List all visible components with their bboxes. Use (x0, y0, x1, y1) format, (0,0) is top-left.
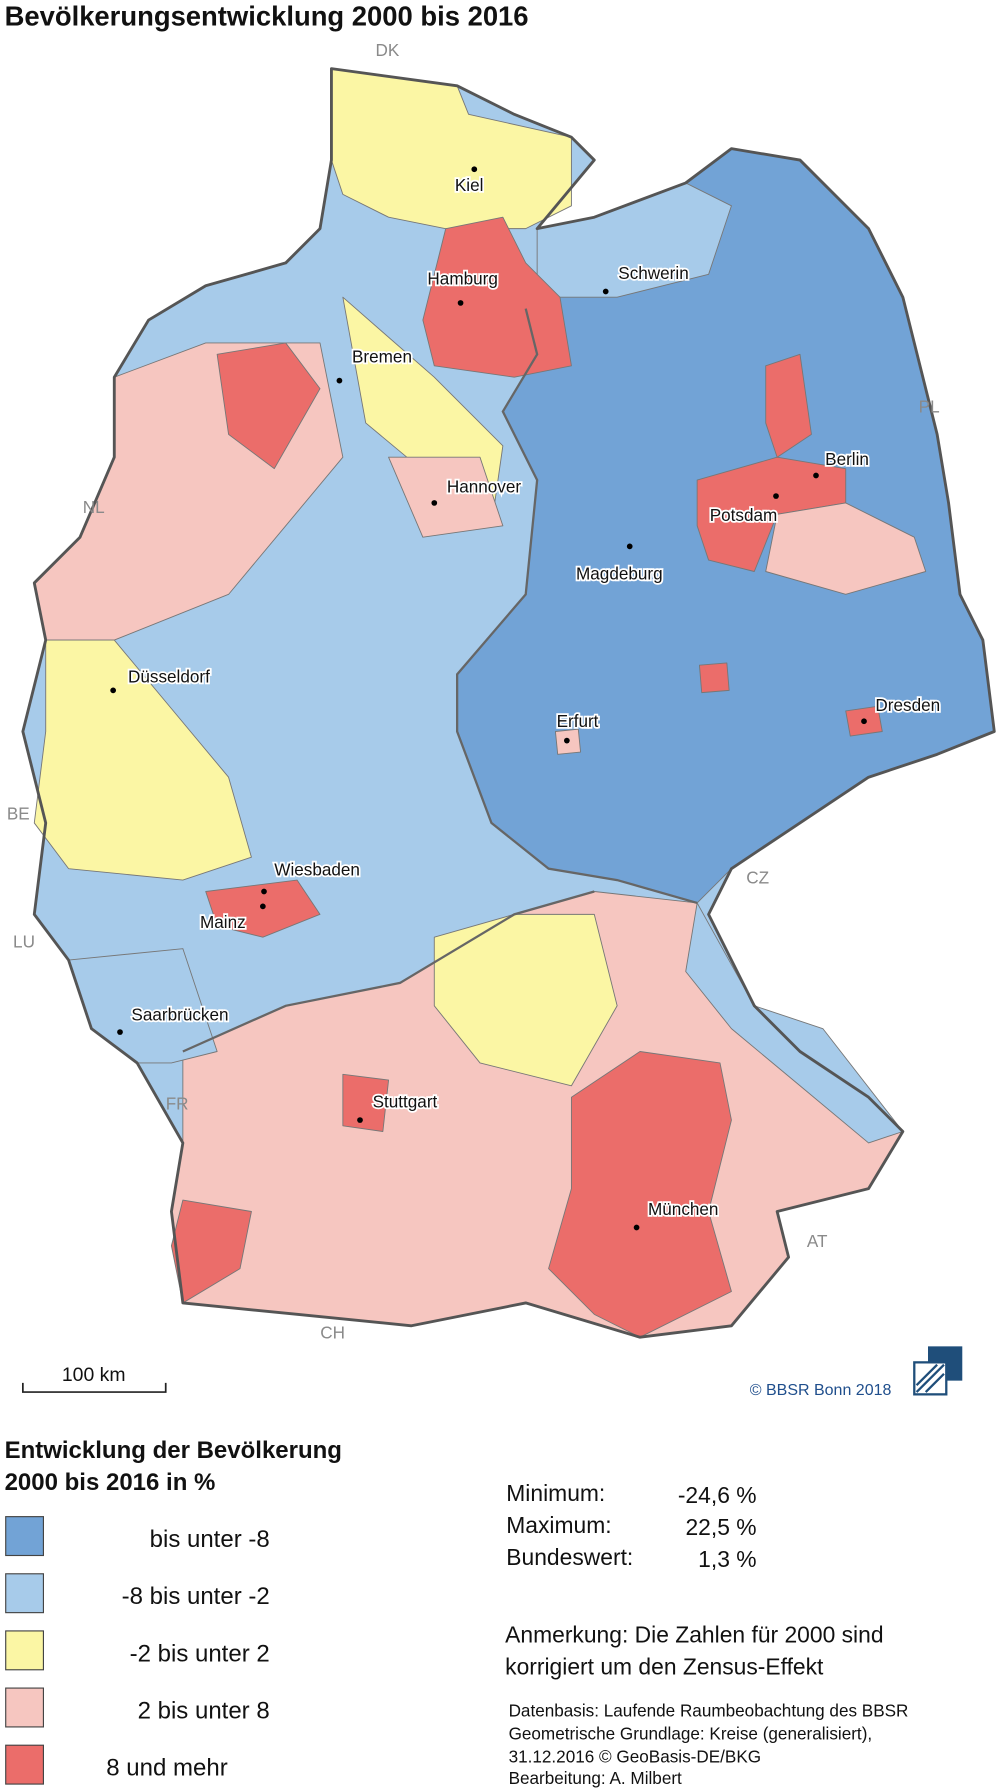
region-munich (548, 1051, 732, 1338)
region-brandenburg-north (765, 353, 812, 458)
note: Anmerkung: Die Zahlen für 2000 sind (505, 1622, 883, 1648)
region-rhine (33, 639, 252, 881)
stat-label: Maximum: (506, 1512, 611, 1538)
city-label: Wiesbaden (274, 859, 360, 879)
city-label: Potsdam (710, 505, 778, 525)
country-label: DK (376, 40, 400, 60)
city-dot (336, 377, 343, 384)
legend-label: -2 bis unter 2 (130, 1640, 270, 1667)
title: Bevölkerungsentwicklung 2000 bis 2016 (5, 1, 529, 32)
city-dot (261, 888, 267, 895)
scale-label: 100 km (62, 1364, 126, 1386)
city-dot (357, 1117, 363, 1123)
city-label: Erfurt (557, 711, 599, 731)
city-label: Berlin (825, 449, 869, 469)
source: 31.12.2016 © GeoBasis-DE/BKG (509, 1746, 762, 1766)
city-dot (471, 166, 478, 173)
region-schleswig (330, 68, 572, 230)
legend-label: -8 bis unter -2 (122, 1583, 270, 1610)
country-label: FR (166, 1094, 189, 1114)
city-dot (813, 472, 819, 479)
note: korrigiert um den Zensus-Effekt (505, 1654, 824, 1680)
legend-label: bis unter -8 (150, 1526, 270, 1553)
city-dot (110, 687, 116, 694)
city-label: Stuttgart (373, 1091, 438, 1111)
country-label: PL (919, 397, 940, 417)
city-label: Hannover (447, 477, 522, 497)
legend-title: Entwicklung der Bevölkerung (5, 1437, 342, 1464)
country-label: LU (13, 931, 35, 951)
city-label: Magdeburg (576, 563, 663, 583)
region-emsland (216, 342, 321, 470)
city-dot (117, 1029, 123, 1035)
city-label: Schwerin (618, 263, 688, 283)
region-hannover (388, 456, 504, 538)
stat-value: 1,3 % (698, 1546, 756, 1572)
city-label: Bremen (352, 346, 412, 366)
region-franconia (433, 913, 618, 1087)
legend: Entwicklung der Bevölkerung 2000 bis 201… (5, 1437, 342, 1785)
legend-label: 2 bis unter 8 (138, 1697, 270, 1724)
city-label: Mainz (200, 912, 246, 932)
city-dot (773, 493, 779, 499)
city-dot (861, 718, 867, 725)
stat-label: Minimum: (506, 1480, 605, 1506)
city-label: Saarbrücken (131, 1005, 228, 1025)
legend-swatch (5, 1516, 44, 1557)
country-label: BE (7, 803, 30, 823)
legend-swatch (5, 1687, 44, 1728)
legend-label: 8 und mehr (106, 1755, 227, 1782)
region-leipzig (698, 662, 730, 694)
statistics: Minimum: -24,6 % Maximum: 22,5 % Bundesw… (506, 1480, 756, 1572)
source: Datenbasis: Laufende Raumbeobachtung des… (509, 1701, 909, 1721)
city-dot (260, 903, 266, 910)
city-dot (602, 288, 609, 295)
city-label: Kiel (455, 175, 484, 195)
legend-title: 2000 bis 2016 in % (5, 1469, 216, 1496)
germany-border (21, 67, 996, 1339)
map: Kiel Hamburg Schwerin Bremen Hannover Be… (7, 40, 996, 1399)
region-stuttgart (342, 1073, 390, 1132)
city-dot (564, 737, 570, 744)
country-label: CH (320, 1322, 345, 1342)
country-label: AT (807, 1231, 828, 1251)
city-label: München (648, 1199, 718, 1219)
legend-swatch (5, 1744, 44, 1785)
city-label: Düsseldorf (128, 666, 210, 686)
city-dot (431, 500, 438, 506)
source: Bearbeitung: A. Milbert (509, 1768, 682, 1788)
stat-value: -24,6 % (678, 1482, 757, 1508)
scale-bar (22, 1382, 167, 1393)
country-label: NL (83, 497, 105, 517)
stat-value: 22,5 % (685, 1514, 756, 1540)
state-borders (182, 308, 698, 1053)
city-dots (110, 166, 867, 1231)
legend-swatch (5, 1630, 44, 1671)
country-label: CZ (746, 867, 769, 887)
region-brandenburg-south (765, 502, 927, 595)
legend-swatch (5, 1573, 44, 1614)
city-dot (457, 300, 464, 306)
city-dot (626, 543, 633, 550)
city-dot (633, 1224, 640, 1231)
region-hamburg (422, 216, 572, 378)
logo (913, 1346, 963, 1396)
city-label: Dresden (875, 695, 940, 715)
source: Geometrische Grundlage: Kreise (generali… (509, 1723, 873, 1743)
stat-label: Bundeswert: (506, 1544, 633, 1570)
copyright: © BBSR Bonn 2018 (750, 1382, 892, 1399)
city-label: Hamburg (427, 269, 497, 289)
